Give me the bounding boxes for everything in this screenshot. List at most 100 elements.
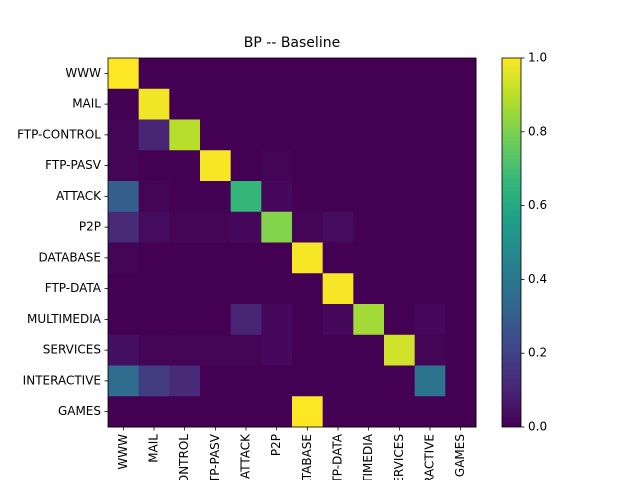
- heatmap-cell: [200, 334, 232, 366]
- heatmap-cell: [414, 304, 446, 336]
- heatmap-cell: [322, 365, 354, 397]
- y-tick-label: P2P: [79, 220, 101, 234]
- heatmap-cell: [384, 242, 416, 274]
- heatmap-cell: [169, 365, 201, 397]
- heatmap-cell: [384, 334, 416, 366]
- heatmap-cell: [384, 396, 416, 428]
- x-tick-label: FTP-DATA: [331, 433, 345, 480]
- heatmap-cell: [108, 211, 140, 243]
- heatmap-cell: [292, 119, 324, 151]
- heatmap-cell: [414, 396, 446, 428]
- heatmap-cell: [353, 365, 385, 397]
- heatmap-cell: [169, 273, 201, 305]
- x-tick-label: FTP-CONTROL: [177, 434, 191, 480]
- heatmap-cell: [322, 304, 354, 336]
- heatmap-cell: [169, 88, 201, 120]
- heatmap-cell: [230, 242, 262, 274]
- heatmap-cell: [169, 119, 201, 151]
- heatmap-cell: [445, 365, 477, 397]
- heatmap-cell: [138, 334, 170, 366]
- heatmap-cell: [138, 88, 170, 120]
- heatmap-cell: [261, 181, 293, 213]
- heatmap-cell: [292, 242, 324, 274]
- heatmap-cell: [138, 304, 170, 336]
- heatmap-cell: [322, 181, 354, 213]
- heatmap-cell: [384, 304, 416, 336]
- x-tick-label: ATTACK: [239, 433, 253, 479]
- heatmap-cell: [445, 273, 477, 305]
- heatmap-cell: [353, 273, 385, 305]
- heatmap-cell: [414, 58, 446, 90]
- heatmap-cell: [230, 273, 262, 305]
- heatmap-cell: [138, 396, 170, 428]
- heatmap-cell: [445, 150, 477, 182]
- heatmap-cell: [138, 58, 170, 90]
- y-tick-label: GAMES: [58, 404, 101, 418]
- heatmap-cell: [169, 396, 201, 428]
- heatmap-cell: [230, 58, 262, 90]
- x-tick-label: P2P: [269, 434, 283, 456]
- plot-frame: [107, 57, 477, 428]
- heatmap-cell: [322, 334, 354, 366]
- heatmap-cell: [261, 365, 293, 397]
- heatmap-cell: [414, 242, 446, 274]
- heatmap-cell: [200, 273, 232, 305]
- heatmap-cell: [230, 88, 262, 120]
- heatmap-cell: [322, 396, 354, 428]
- heatmap-cell: [200, 304, 232, 336]
- heatmap-cell: [108, 273, 140, 305]
- heatmap-cell: [353, 119, 385, 151]
- x-tick-label: MULTIMEDIA: [361, 433, 375, 480]
- heatmap-cell: [108, 58, 140, 90]
- x-tick-label: WWW: [116, 434, 130, 470]
- x-tick-label: INTERACTIVE: [423, 434, 437, 480]
- x-tick-label: MAIL: [147, 434, 161, 463]
- y-tick-label: FTP-DATA: [45, 281, 102, 295]
- heatmap-cell: [261, 211, 293, 243]
- heatmap-cell: [261, 396, 293, 428]
- y-tick-label: ATTACK: [56, 189, 102, 203]
- heatmap-cell: [384, 273, 416, 305]
- colorbar: [501, 57, 522, 428]
- heatmap-cell: [384, 119, 416, 151]
- heatmap-cell: [353, 396, 385, 428]
- heatmap-cell: [261, 273, 293, 305]
- heatmap-cell: [292, 150, 324, 182]
- heatmap-cell: [169, 211, 201, 243]
- heatmap-cell: [384, 88, 416, 120]
- heatmap-cell: [292, 211, 324, 243]
- heatmap-cell: [292, 181, 324, 213]
- heatmap-cell: [230, 181, 262, 213]
- heatmap-cell: [261, 88, 293, 120]
- heatmap-cell: [445, 119, 477, 151]
- heatmap-cell: [138, 119, 170, 151]
- y-tick-label: SERVICES: [43, 343, 101, 357]
- heatmap-cell: [200, 58, 232, 90]
- heatmap-cell: [138, 211, 170, 243]
- heatmap-cell: [445, 396, 477, 428]
- heatmap-cell: [169, 150, 201, 182]
- heatmap-cell: [138, 181, 170, 213]
- colorbar-tick-label: 0.6: [528, 198, 547, 212]
- heatmap-cell: [353, 334, 385, 366]
- heatmap-cell: [138, 150, 170, 182]
- heatmap-cell: [230, 304, 262, 336]
- heatmap-cell: [292, 334, 324, 366]
- heatmap-cell: [108, 334, 140, 366]
- heatmap-cell: [353, 88, 385, 120]
- x-tick-label: GAMES: [453, 434, 467, 477]
- heatmap-cell: [292, 273, 324, 305]
- y-tick-label: INTERACTIVE: [23, 373, 101, 387]
- y-tick-label: WWW: [65, 66, 101, 80]
- heatmap-cell: [445, 211, 477, 243]
- heatmap-cell: [200, 150, 232, 182]
- heatmap-cell: [230, 150, 262, 182]
- heatmap-cell: [292, 396, 324, 428]
- colorbar-tick-label: 0.2: [528, 346, 547, 360]
- heatmap-cell: [353, 58, 385, 90]
- heatmap-cell: [353, 211, 385, 243]
- heatmap-cell: [353, 242, 385, 274]
- heatmap-cell: [384, 58, 416, 90]
- heatmap-cell: [292, 365, 324, 397]
